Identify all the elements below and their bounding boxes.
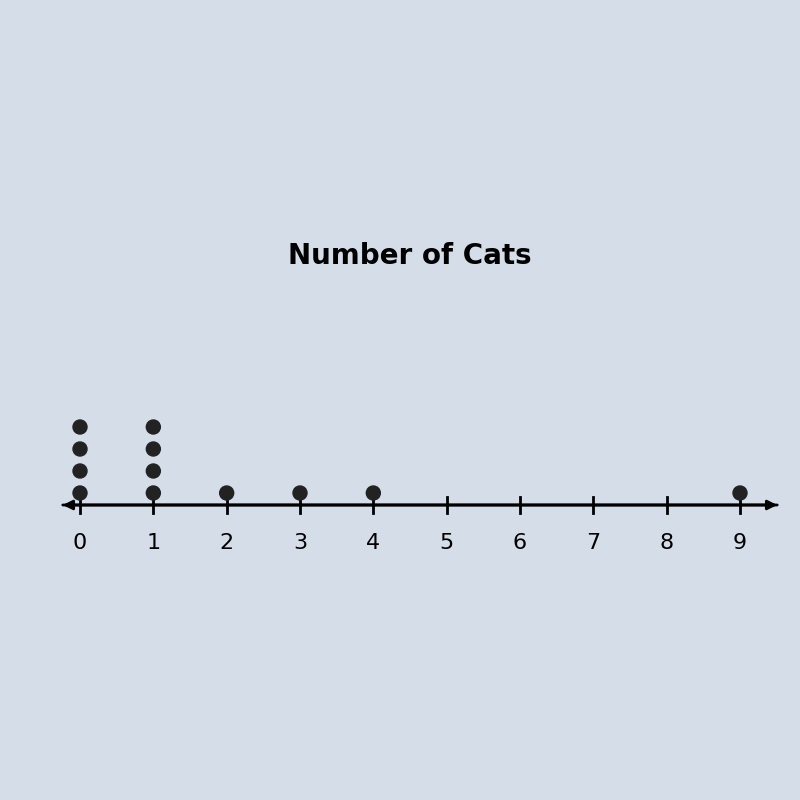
Text: 4: 4: [366, 533, 380, 553]
Circle shape: [146, 486, 160, 500]
Text: 5: 5: [439, 533, 454, 553]
Text: 9: 9: [733, 533, 747, 553]
Circle shape: [293, 486, 307, 500]
Circle shape: [73, 464, 87, 478]
Text: 7: 7: [586, 533, 600, 553]
Circle shape: [73, 420, 87, 434]
Text: 3: 3: [293, 533, 307, 553]
Text: 8: 8: [660, 533, 674, 553]
Circle shape: [73, 442, 87, 456]
Text: 0: 0: [73, 533, 87, 553]
Circle shape: [146, 464, 160, 478]
Text: Number of Cats: Number of Cats: [288, 242, 532, 270]
Circle shape: [220, 486, 234, 500]
Circle shape: [146, 442, 160, 456]
Circle shape: [146, 420, 160, 434]
Circle shape: [733, 486, 747, 500]
Text: 2: 2: [220, 533, 234, 553]
Circle shape: [73, 486, 87, 500]
Text: 1: 1: [146, 533, 160, 553]
Circle shape: [366, 486, 380, 500]
Text: 6: 6: [513, 533, 527, 553]
